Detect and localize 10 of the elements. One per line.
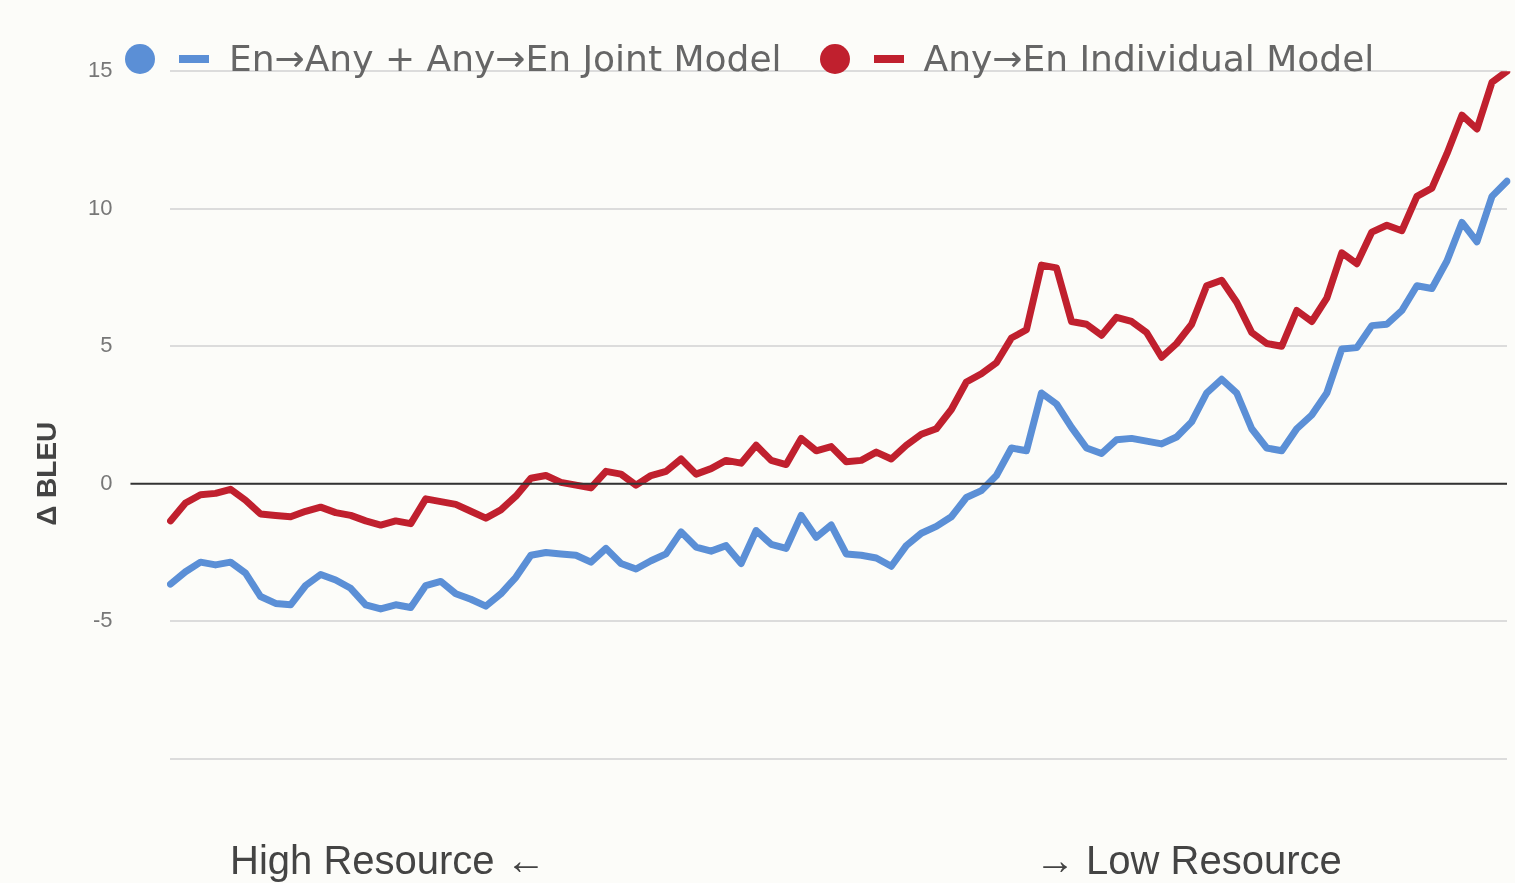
text: → Low Resource bbox=[1035, 838, 1342, 883]
y-tick-label: 5 bbox=[100, 332, 113, 358]
text: High Resource ← bbox=[230, 838, 546, 883]
y-tick-label: 15 bbox=[87, 57, 113, 83]
y-axis-title: Δ BLEU bbox=[30, 421, 62, 526]
legend-label: Any→En Individual Model bbox=[923, 38, 1375, 79]
legend-label: En→Any + Any→En Joint Model bbox=[229, 38, 782, 79]
y-tick-label: -5 bbox=[92, 607, 113, 633]
y-tick-label: 10 bbox=[87, 194, 113, 220]
y-tick-label: 0 bbox=[100, 469, 113, 495]
